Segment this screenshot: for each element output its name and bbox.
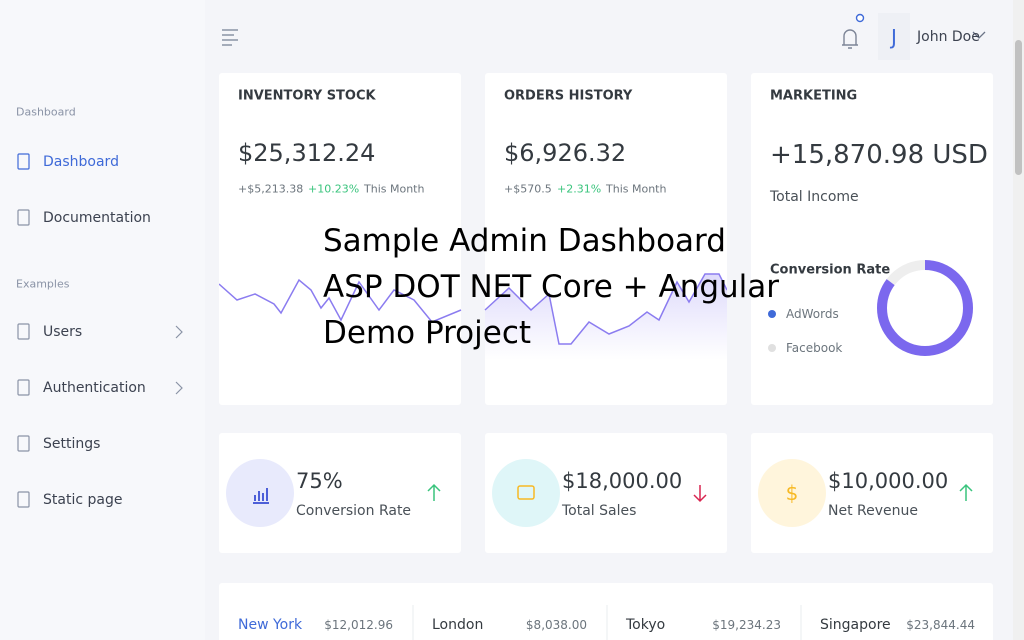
user-name[interactable]: John Doe: [917, 29, 980, 45]
nav-icon[interactable]: [16, 379, 32, 397]
nav-item[interactable]: Documentation: [43, 210, 151, 226]
city-name: London: [432, 617, 484, 633]
card-subtitle: Total Income: [770, 189, 859, 205]
city-name: New York: [238, 617, 303, 633]
legend-item: Facebook: [786, 341, 843, 355]
city-amount: $19,234.23: [712, 618, 781, 632]
card-period: This Month: [364, 182, 425, 196]
nav-item[interactable]: Settings: [43, 436, 101, 452]
overlay-text: Sample Admin Dashboard: [323, 223, 726, 259]
nav-icon[interactable]: [16, 435, 32, 453]
nav-item[interactable]: Dashboard: [43, 154, 119, 170]
chart-title: Conversion Rate: [770, 262, 891, 278]
conversion-donut: [877, 260, 973, 356]
cities-card: [219, 583, 993, 640]
legend-item: AdWords: [786, 307, 839, 321]
card-value: $6,926.32: [504, 139, 627, 167]
inventory-card: [219, 73, 461, 405]
city-amount: $8,038.00: [525, 618, 587, 632]
stat-value: $18,000.00: [562, 469, 683, 493]
marketing-card: [751, 73, 993, 405]
card-percent: +10.23%: [308, 182, 360, 196]
expand-chevron[interactable]: [174, 381, 184, 395]
card-percent: +2.31%: [557, 182, 602, 196]
city-amount: $12,012.96: [324, 618, 393, 632]
city-name: Tokyo: [626, 617, 666, 633]
card-period: This Month: [606, 182, 667, 196]
nav-icon[interactable]: [16, 153, 32, 171]
nav-icon[interactable]: [16, 491, 32, 509]
city-amount: $23,844.44: [906, 618, 975, 632]
card-title: INVENTORY STOCK: [238, 88, 376, 104]
stat-label: Conversion Rate: [296, 503, 412, 519]
legend-dots: [768, 310, 776, 352]
nav-icon[interactable]: [16, 323, 32, 341]
card-title: ORDERS HISTORY: [504, 88, 633, 104]
menu-toggle[interactable]: [220, 27, 240, 47]
city-name: Singapore: [820, 617, 891, 633]
nav-item[interactable]: Static page: [43, 492, 123, 508]
dropdown-caret[interactable]: [972, 30, 986, 40]
stat-icons: $: [226, 459, 973, 527]
svg-text:$: $: [786, 481, 799, 505]
card-change: +$5,213.38: [238, 182, 304, 196]
notification-bell[interactable]: [838, 12, 868, 52]
stat-label: Net Revenue: [828, 503, 918, 519]
section-title: Dashboard: [16, 105, 76, 119]
avatar-box[interactable]: [878, 13, 910, 60]
sparklines: [219, 273, 727, 360]
card-value: +15,870.98 USD: [770, 140, 988, 170]
stat-value: 75%: [296, 469, 343, 493]
overlay-text: ASP DOT NET Core + Angular: [323, 269, 780, 305]
card-value: $25,312.24: [238, 139, 376, 167]
sidebar: [0, 0, 205, 640]
nav-item[interactable]: Users: [43, 324, 83, 340]
city-dividers: [412, 605, 802, 640]
card-title: MARKETING: [770, 88, 858, 104]
scrollbar[interactable]: [1013, 0, 1024, 640]
nav-icon[interactable]: [16, 209, 32, 227]
overlay-text: Demo Project: [323, 315, 532, 351]
card-change: +$570.5: [504, 182, 552, 196]
avatar-initial[interactable]: J: [891, 25, 897, 49]
section-title: Examples: [16, 277, 70, 291]
stat-label: Total Sales: [562, 503, 637, 519]
expand-chevron[interactable]: [174, 325, 184, 339]
nav-item[interactable]: Authentication: [43, 380, 146, 396]
stat-value: $10,000.00: [828, 469, 949, 493]
